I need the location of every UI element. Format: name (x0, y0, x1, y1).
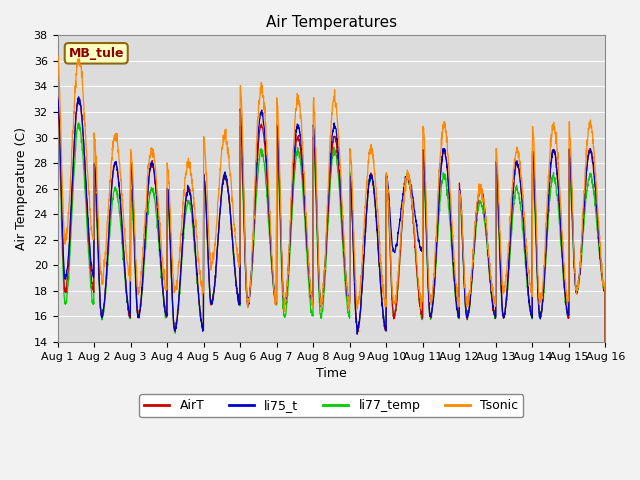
Legend: AirT, li75_t, li77_temp, Tsonic: AirT, li75_t, li77_temp, Tsonic (140, 394, 524, 417)
Y-axis label: Air Temperature (C): Air Temperature (C) (15, 127, 28, 250)
Text: MB_tule: MB_tule (68, 47, 124, 60)
Title: Air Temperatures: Air Temperatures (266, 15, 397, 30)
X-axis label: Time: Time (316, 367, 347, 380)
